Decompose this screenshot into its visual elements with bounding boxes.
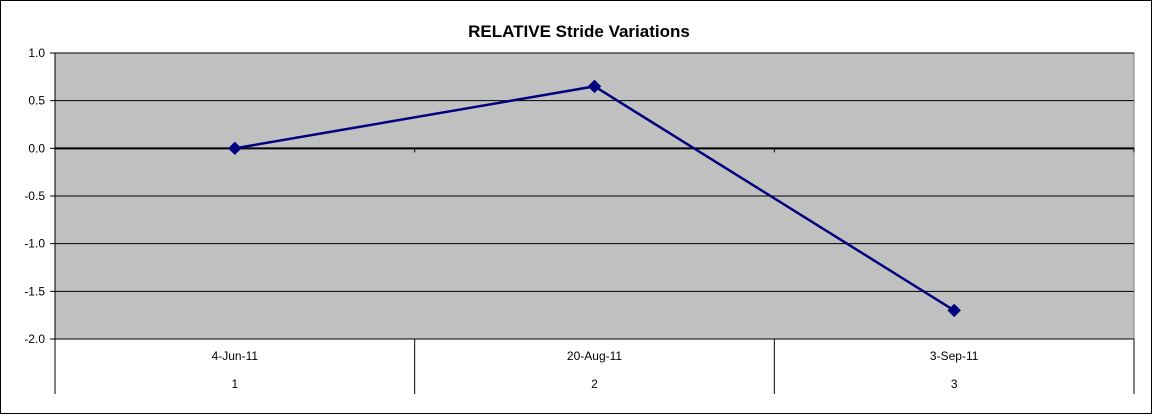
y-tick-label: 0.0 (28, 141, 45, 155)
y-tick-label: -0.5 (24, 189, 45, 203)
x-tick-label-index: 1 (231, 377, 238, 391)
y-tick-label: -1.0 (24, 237, 45, 251)
plot-area: 1.0 0.5 0.0 -0.5 -1.0 -1.5 -2.0 4-Jun-11 1 20-Aug… (24, 46, 1135, 394)
data-point (228, 141, 242, 156)
x-tick-label-index: 3 (951, 377, 958, 391)
x-tick-label-date: 20-Aug-11 (567, 349, 622, 363)
chart-title: RELATIVE Stride Variations (468, 22, 690, 41)
data-point (587, 79, 602, 94)
y-tick-label: 0.5 (28, 94, 45, 108)
y-tick-label: 1.0 (28, 46, 45, 60)
x-tick-label-date: 4-Jun-11 (212, 349, 259, 363)
data-point (947, 303, 961, 318)
x-tick-label-date: 3-Sep-11 (930, 349, 979, 363)
x-tick-label-index: 2 (591, 377, 598, 391)
y-tick-label: -2.0 (24, 332, 45, 346)
y-tick-label: -1.5 (24, 284, 45, 298)
